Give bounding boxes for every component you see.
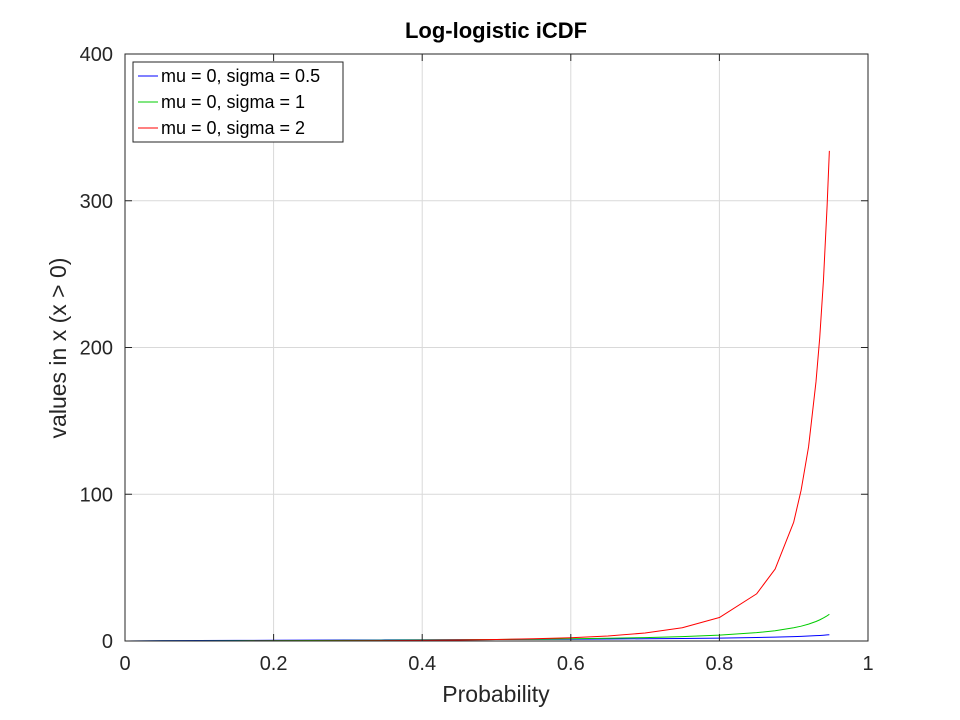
legend-label: mu = 0, sigma = 0.5 xyxy=(161,66,320,86)
y-tick-label: 200 xyxy=(80,338,113,360)
y-tick-label: 100 xyxy=(80,484,113,506)
x-tick-label: 0.8 xyxy=(705,653,733,675)
y-tick-labels: 0 100 200 300 400 xyxy=(80,44,113,653)
x-tick-label: 0 xyxy=(119,653,130,675)
legend-entry: mu = 0, sigma = 1 xyxy=(138,92,305,112)
y-tick-label: 300 xyxy=(80,191,113,213)
x-tick-label: 0.6 xyxy=(557,653,585,675)
chart-title: Log-logistic iCDF xyxy=(405,18,587,43)
x-axis-label: Probability xyxy=(442,681,550,707)
legend-label: mu = 0, sigma = 1 xyxy=(161,92,305,112)
y-axis-label: values in x (x > 0) xyxy=(45,258,71,439)
legend-box xyxy=(132,61,344,143)
y-tick-label: 400 xyxy=(80,44,113,66)
ticks xyxy=(124,53,869,642)
x-tick-labels: 0 0.2 0.4 0.6 0.8 1 xyxy=(119,653,873,675)
x-tick-label: 0.2 xyxy=(260,653,288,675)
legend: mu = 0, sigma = 0.5 mu = 0, sigma = 1 mu… xyxy=(132,61,344,143)
legend-label: mu = 0, sigma = 2 xyxy=(161,118,305,138)
x-tick-label: 0.4 xyxy=(408,653,436,675)
legend-entry: mu = 0, sigma = 0.5 xyxy=(138,66,320,86)
y-tick-label: 0 xyxy=(102,631,113,653)
x-tick-label: 1 xyxy=(862,653,873,675)
legend-entry: mu = 0, sigma = 2 xyxy=(138,118,305,138)
